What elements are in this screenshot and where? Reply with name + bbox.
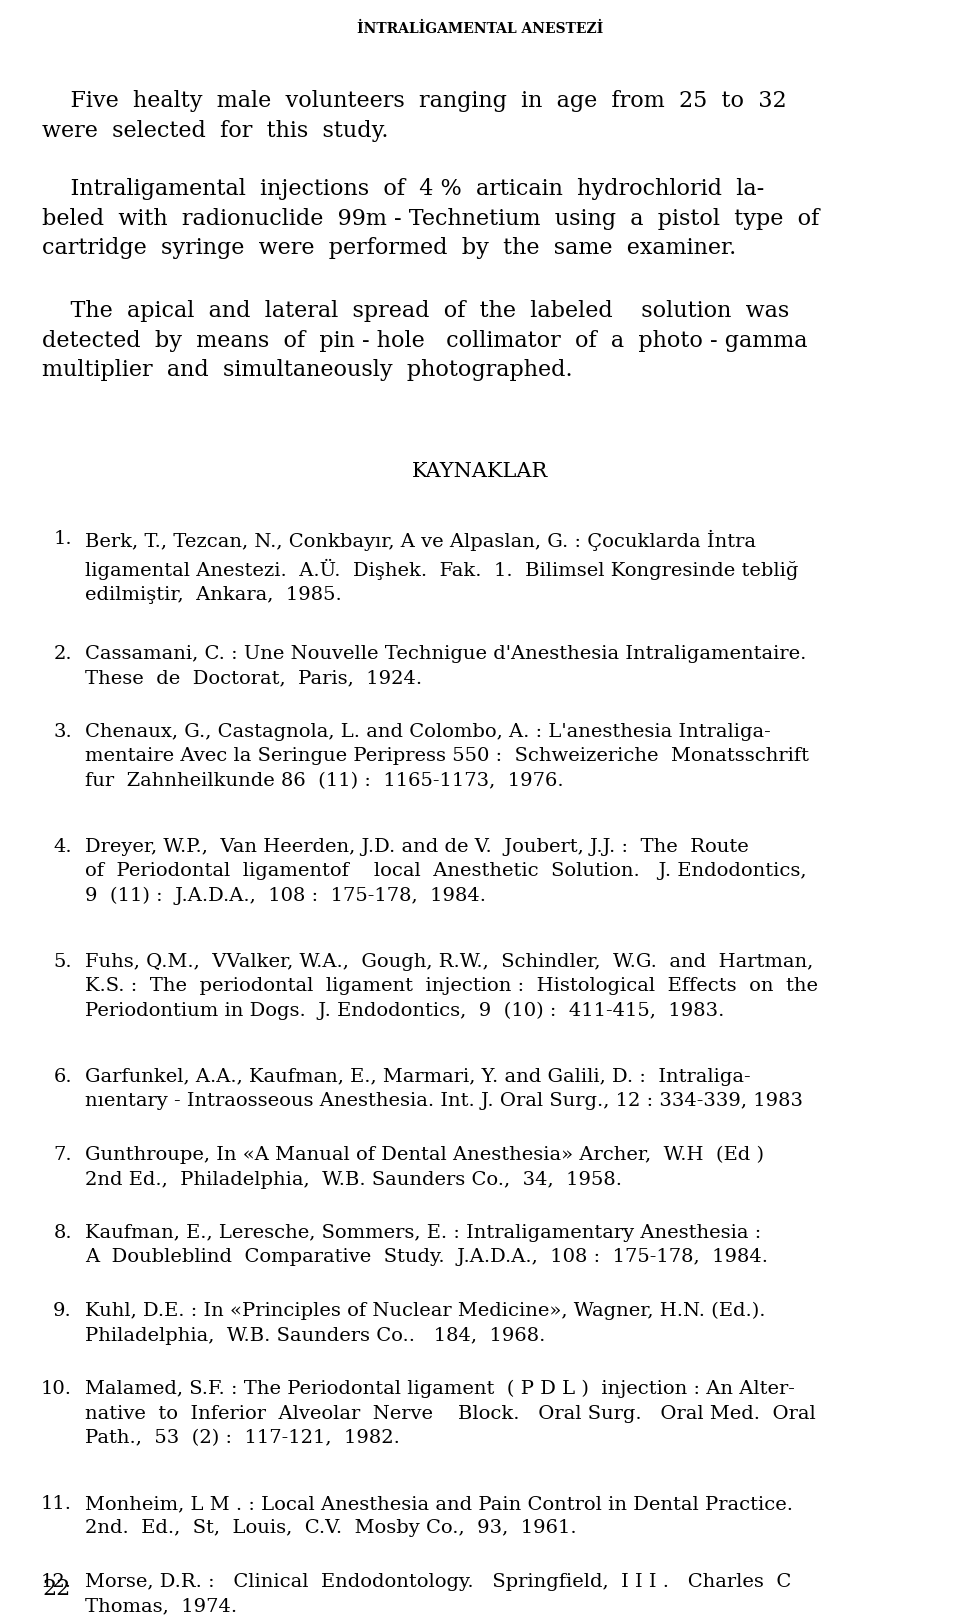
Text: Cassamani, C. : Une Nouvelle Technigue d'Anesthesia Intraligamentaire.
These  de: Cassamani, C. : Une Nouvelle Technigue d… (85, 645, 806, 687)
Text: Gunthroupe, In «A Manual of Dental Anesthesia» Archer,  W.H  (Ed )
2nd Ed.,  Phi: Gunthroupe, In «A Manual of Dental Anest… (85, 1145, 764, 1189)
Text: Five  healty  male  volunteers  ranging  in  age  from  25  to  32
were  selecte: Five healty male volunteers ranging in a… (42, 91, 786, 141)
Text: Dreyer, W.P.,  Van Heerden, J.D. and de V.  Joubert, J.J. :  The  Route
of  Peri: Dreyer, W.P., Van Heerden, J.D. and de V… (85, 838, 806, 906)
Text: 9.: 9. (53, 1302, 72, 1320)
Text: İNTRALİGAMENTAL ANESTEZİ: İNTRALİGAMENTAL ANESTEZİ (357, 23, 603, 36)
Text: The  apical  and  lateral  spread  of  the  labeled    solution  was
detected  b: The apical and lateral spread of the lab… (42, 300, 807, 381)
Text: 2.: 2. (54, 645, 72, 663)
Text: Kaufman, E., Leresche, Sommers, E. : Intraligamentary Anesthesia :
A  Doubleblin: Kaufman, E., Leresche, Sommers, E. : Int… (85, 1225, 768, 1267)
Text: Intraligamental  injections  of  4 %  articain  hydrochlorid  la-
beled  with  r: Intraligamental injections of 4 % artica… (42, 178, 819, 259)
Text: Morse, D.R. :   Clinical  Endodontology.   Springfield,  I I I .   Charles  C
Th: Morse, D.R. : Clinical Endodontology. Sp… (85, 1573, 791, 1615)
Text: Malamed, S.F. : The Periodontal ligament  ( P D L )  injection : An Alter-
nativ: Malamed, S.F. : The Periodontal ligament… (85, 1380, 816, 1447)
Text: Kuhl, D.E. : In «Principles of Nuclear Medicine», Wagner, H.N. (Ed.).
Philadelph: Kuhl, D.E. : In «Principles of Nuclear M… (85, 1302, 765, 1345)
Text: 7.: 7. (54, 1145, 72, 1165)
Text: Garfunkel, A.A., Kaufman, E., Marmari, Y. and Galili, D. :  Intraliga-
nıentary : Garfunkel, A.A., Kaufman, E., Marmari, Y… (85, 1068, 803, 1110)
Text: 1.: 1. (54, 530, 72, 548)
Text: KAYNAKLAR: KAYNAKLAR (412, 462, 548, 481)
Text: 8.: 8. (54, 1225, 72, 1243)
Text: 3.: 3. (53, 723, 72, 740)
Text: 10.: 10. (41, 1380, 72, 1398)
Text: 22: 22 (42, 1578, 70, 1601)
Text: 6.: 6. (54, 1068, 72, 1085)
Text: Chenaux, G., Castagnola, L. and Colombo, A. : L'anesthesia Intraliga-
mentaire A: Chenaux, G., Castagnola, L. and Colombo,… (85, 723, 809, 789)
Text: 4.: 4. (54, 838, 72, 855)
Text: Fuhs, Q.M.,  VValker, W.A.,  Gough, R.W.,  Schindler,  W.G.  and  Hartman,
K.S. : Fuhs, Q.M., VValker, W.A., Gough, R.W., … (85, 953, 818, 1021)
Text: Monheim, L M . : Local Anesthesia and Pain Control in Dental Practice.
2nd.  Ed.: Monheim, L M . : Local Anesthesia and Pa… (85, 1495, 793, 1537)
Text: 12.: 12. (41, 1573, 72, 1591)
Text: 5.: 5. (54, 953, 72, 970)
Text: 11.: 11. (41, 1495, 72, 1513)
Text: Berk, T., Tezcan, N., Conkbayır, A ve Alpaslan, G. : Çocuklarda İntra
ligamental: Berk, T., Tezcan, N., Conkbayır, A ve Al… (85, 530, 799, 604)
